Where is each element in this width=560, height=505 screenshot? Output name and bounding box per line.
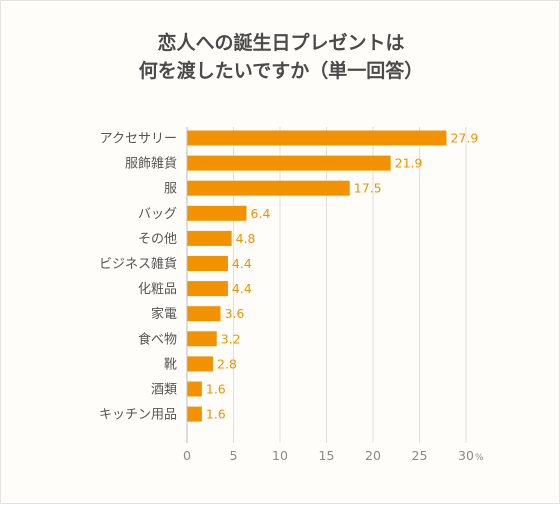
x-tick-label: 20 — [365, 448, 381, 463]
x-tick-label: 10 — [272, 448, 288, 463]
value-label: 27.9 — [450, 131, 478, 146]
category-label: 服 — [164, 182, 177, 197]
bar — [187, 381, 202, 397]
category-label: 服飾雑貨 — [125, 156, 177, 172]
chart-title: 恋人への誕生日プレゼントは 何を渡したいですか（単一回答） — [1, 29, 560, 85]
category-label: バッグ — [138, 207, 177, 222]
category-label: 化粧品 — [138, 282, 177, 297]
bar — [187, 155, 391, 171]
x-tick-label: 15 — [319, 448, 335, 463]
category-label: ビジネス雑貨 — [99, 256, 177, 272]
bar — [187, 281, 228, 297]
chart-title-line-2: 何を渡したいですか（単一回答） — [138, 60, 424, 82]
x-tick-label: 25 — [412, 448, 428, 463]
bar — [187, 205, 247, 221]
category-label: 靴 — [164, 357, 177, 372]
bar — [187, 180, 350, 196]
bar — [187, 230, 232, 246]
x-tick-label: 30 — [458, 448, 474, 463]
value-label: 6.4 — [251, 206, 271, 221]
x-unit-label: % — [475, 453, 484, 463]
category-label: その他 — [138, 232, 177, 247]
chart-title-line-1: 恋人への誕生日プレゼントは — [157, 32, 405, 54]
value-label: 4.4 — [232, 256, 252, 271]
bar — [187, 306, 221, 322]
category-label: 家電 — [151, 306, 177, 322]
bar — [187, 256, 228, 271]
bar — [187, 331, 217, 347]
value-label: 2.8 — [217, 356, 237, 371]
value-label: 3.6 — [224, 306, 244, 321]
value-label: 4.8 — [236, 231, 256, 246]
category-label: キッチン用品 — [99, 408, 177, 423]
value-label: 17.5 — [354, 181, 382, 196]
value-label: 4.4 — [232, 281, 252, 296]
value-label: 1.6 — [206, 382, 226, 397]
category-label: 酒類 — [151, 383, 177, 398]
x-tick-label: 0 — [183, 448, 191, 463]
bar — [187, 130, 447, 146]
value-label: 3.2 — [221, 331, 241, 346]
category-label: アクセサリー — [100, 132, 177, 147]
bar — [187, 406, 202, 422]
value-label: 21.9 — [395, 156, 423, 171]
value-label: 1.6 — [206, 407, 226, 422]
category-label: 食べ物 — [138, 331, 177, 347]
x-tick-label: 5 — [230, 448, 238, 463]
bar — [187, 356, 214, 372]
